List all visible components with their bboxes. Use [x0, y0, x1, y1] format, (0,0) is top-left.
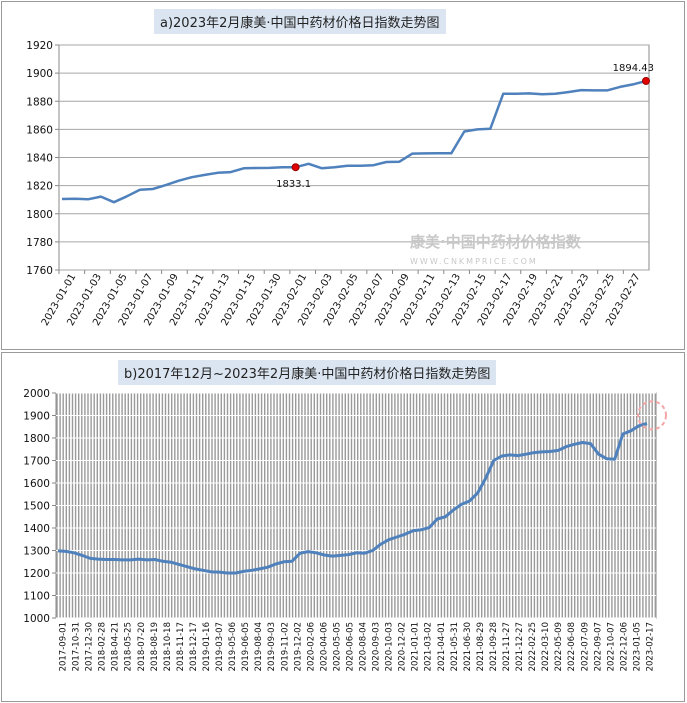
- x-tick-label-b: 2022-10-07: [606, 622, 616, 671]
- highlight-point-a: [291, 163, 300, 172]
- x-tick-label-b: 2022-12-06: [619, 622, 629, 671]
- series-line-a: [61, 79, 647, 204]
- chart-b-canvas: 1000 1100 1200 1300 1400 1500 1600 1700 1800 1900…: [23, 388, 667, 671]
- data-label-a: 1833.1: [276, 179, 311, 190]
- x-tick-label-b: 2020-09-03: [372, 622, 382, 671]
- x-tick-label-b: 2022-09-07: [593, 622, 603, 671]
- x-tick-label-b: 2021-05-31: [450, 622, 460, 671]
- y-tick-label-a: 1780: [26, 237, 53, 249]
- x-tick-label-b: 2019-11-02: [280, 622, 290, 671]
- watermark-sub-a: WWW.CNKMPRICE.COM: [410, 257, 538, 266]
- y-tick-label-b: 1500: [23, 501, 50, 513]
- x-tick-label-b: 2020-02-06: [306, 622, 316, 671]
- series-line-b: [57, 421, 648, 575]
- x-tick-label-b: 2020-05-05: [332, 622, 342, 671]
- x-tick-label-b: 2022-05-09: [554, 622, 564, 671]
- y-tick-label-b: 1000: [23, 613, 50, 625]
- y-tick-label-b: 1300: [23, 546, 50, 558]
- x-tick-label-b: 2020-06-05: [345, 622, 355, 671]
- x-tick-label-b: 2018-07-20: [137, 622, 147, 671]
- x-tick-label-b: 2018-05-25: [124, 622, 134, 671]
- x-tick-label-b: 2018-04-21: [111, 622, 121, 671]
- y-tick-label-a: 1760: [26, 265, 53, 277]
- x-tick-label-b: 2021-11-27: [502, 622, 512, 671]
- watermark-text-a: 康美·中国中药材价格指数: [410, 233, 582, 251]
- y-tick-label-b: 1400: [23, 523, 50, 535]
- y-tick-label-a: 1900: [26, 68, 53, 80]
- y-tick-label-b: 1800: [23, 433, 50, 445]
- x-tick-label-b: 2018-02-28: [98, 622, 108, 671]
- x-tick-label-b: 2019-05-06: [228, 622, 238, 671]
- chart-panel-a: a)2023年2月康美·中国中药材价格日指数走势图 1760 1780 1800 18…: [1, 1, 685, 350]
- y-tick-label-b: 1600: [23, 478, 50, 490]
- chart-title-b: b)2017年12月~2023年2月康美·中国中药材价格日指数走势图: [118, 360, 497, 385]
- x-tick-label-b: 2019-06-05: [241, 622, 251, 671]
- x-tick-label-b: 2020-12-02: [398, 622, 408, 671]
- chart-a-canvas: 1760 1780 1800 1820 1840 1860 1880 1900 1920 康美·中…: [26, 40, 654, 328]
- x-tick-label-b: 2019-09-03: [267, 622, 277, 671]
- x-tick-label-b: 2022-06-08: [567, 622, 577, 671]
- x-tick-label-b: 2019-12-02: [293, 622, 303, 671]
- x-tick-label-b: 2017-09-01: [59, 622, 69, 671]
- y-tick-label-b: 1700: [23, 456, 50, 468]
- x-tick-label-b: 2018-12-17: [189, 622, 199, 671]
- y-tick-label-a: 1840: [26, 153, 53, 165]
- x-tick-label-b: 2018-08-19: [150, 622, 160, 671]
- chart-panel-b: b)2017年12月~2023年2月康美·中国中药材价格日指数走势图 1000 1…: [1, 352, 685, 702]
- x-tick-label-b: 2023-02-17: [645, 622, 655, 671]
- x-tick-label-b: 2022-07-09: [580, 622, 590, 671]
- x-tick-label-b: 2022-03-10: [541, 622, 551, 671]
- x-tick-label-b: 2022-02-25: [528, 622, 538, 671]
- y-tick-label-a: 1880: [26, 96, 53, 108]
- x-tick-label-b: 2017-12-30: [85, 622, 95, 671]
- y-tick-label-b: 1100: [23, 591, 50, 603]
- x-tick-label-b: 2021-08-29: [476, 622, 486, 671]
- x-tick-label-b: 2021-04-01: [437, 622, 447, 671]
- y-tick-label-b: 1200: [23, 568, 50, 580]
- y-tick-label-a: 1800: [26, 209, 53, 221]
- x-tick-label-b: 2019-01-16: [202, 622, 212, 671]
- highlight-point-a: [642, 76, 650, 85]
- x-tick-label-b: 2021-06-30: [463, 622, 473, 671]
- x-tick-label-b: 2021-09-28: [489, 622, 499, 671]
- y-tick-label-b: 2000: [23, 388, 50, 400]
- y-tick-label-a: 1920: [26, 40, 53, 52]
- chart-title-a: a)2023年2月康美·中国中药材价格日指数走势图: [154, 9, 446, 34]
- y-tick-label-a: 1860: [26, 124, 53, 136]
- x-tick-label-b: 2021-01-01: [411, 622, 421, 671]
- x-tick-label-b: 2020-10-03: [385, 622, 395, 671]
- data-label-a: 1894.43: [613, 63, 654, 74]
- x-tick-label-b: 2019-08-04: [254, 622, 264, 671]
- x-tick-label-b: 2021-03-02: [424, 622, 434, 671]
- x-tick-label-b: 2018-11-17: [176, 622, 186, 671]
- x-tick-label-b: 2019-03-07: [215, 622, 225, 671]
- highlight-circle-b: [637, 400, 667, 431]
- y-tick-label-b: 1900: [23, 411, 50, 423]
- x-tick-label-b: 2020-08-04: [359, 622, 369, 671]
- x-tick-label-b: 2017-10-31: [72, 622, 82, 671]
- x-tick-label-b: 2018-10-18: [163, 622, 173, 671]
- x-tick-label-b: 2023-01-05: [632, 622, 642, 671]
- y-tick-label-a: 1820: [26, 181, 53, 193]
- x-tick-label-b: 2020-04-06: [319, 622, 329, 671]
- x-tick-label-b: 2021-12-27: [515, 622, 525, 671]
